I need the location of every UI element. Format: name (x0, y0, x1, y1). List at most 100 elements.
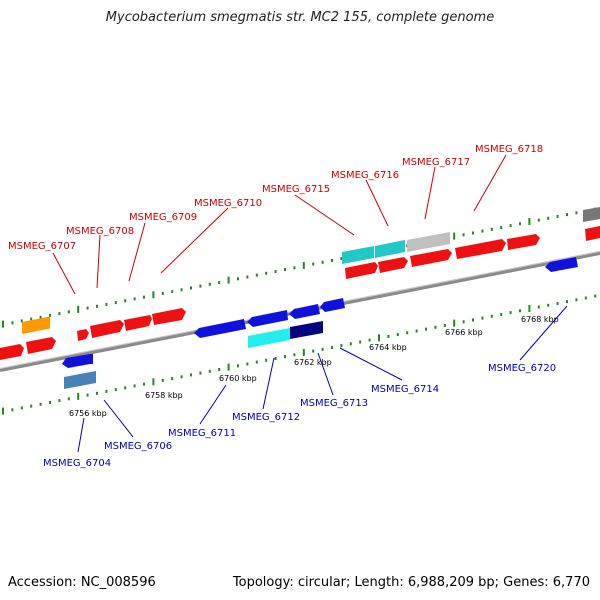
minor-tick (11, 408, 14, 412)
gene-box-cyan[interactable] (248, 328, 290, 348)
minor-tick (20, 406, 23, 410)
minor-tick (143, 382, 145, 386)
minor-tick (133, 384, 136, 388)
gene-arrow[interactable] (410, 249, 452, 267)
gene-arrow[interactable] (378, 257, 408, 273)
gene-label-msmeg-6720[interactable]: MSMEG_6720 (488, 363, 556, 374)
minor-tick (340, 257, 343, 261)
minor-tick (30, 404, 33, 408)
gene-label-msmeg-6708[interactable]: MSMEG_6708 (66, 226, 134, 237)
scale-label: 6764 kbp (369, 343, 407, 352)
gene-label-msmeg-6714[interactable]: MSMEG_6714 (371, 384, 439, 395)
minor-tick (199, 371, 202, 375)
minor-tick (396, 333, 399, 337)
minor-tick (208, 282, 211, 286)
minor-tick (11, 321, 14, 325)
minor-tick (500, 313, 503, 316)
forward-gene-labels (52, 154, 507, 295)
gene-label-msmeg-6718[interactable]: MSMEG_6718 (475, 144, 543, 155)
gene-label-msmeg-6711[interactable]: MSMEG_6711 (168, 428, 236, 439)
gene-arrow[interactable] (90, 320, 124, 338)
minor-tick (265, 358, 268, 362)
minor-tick (208, 369, 211, 373)
gene-label-msmeg-6707[interactable]: MSMEG_6707 (8, 241, 76, 252)
gene-arrow[interactable] (585, 226, 600, 241)
gene-arrow[interactable] (124, 315, 152, 331)
gene-arrow[interactable] (152, 308, 186, 325)
gene-label-msmeg-6716[interactable]: MSMEG_6716 (331, 170, 399, 181)
gene-arrow[interactable] (345, 262, 378, 279)
gene-box-cyan[interactable] (342, 246, 374, 264)
minor-tick (284, 355, 286, 359)
gene-arrow[interactable] (62, 354, 93, 368)
scale-label: 6760 kbp (219, 374, 257, 383)
minor-tick (67, 397, 70, 401)
gene-label-msmeg-6706[interactable]: MSMEG_6706 (104, 441, 172, 452)
minor-tick (293, 353, 296, 357)
gene-label-msmeg-6717[interactable]: MSMEG_6717 (402, 157, 470, 168)
gene-arrow[interactable] (545, 257, 578, 272)
gene-label-msmeg-6715[interactable]: MSMEG_6715 (262, 184, 330, 195)
gene-arrow[interactable] (507, 234, 540, 250)
reverse-features (62, 257, 578, 389)
major-tick (453, 319, 456, 327)
scale-label: 6762 kbp (294, 358, 332, 367)
gene-box-navy[interactable] (290, 321, 323, 339)
minor-tick (255, 360, 258, 364)
minor-tick (39, 402, 42, 406)
gene-arrow[interactable] (247, 310, 288, 327)
minor-tick (462, 233, 465, 237)
minor-tick (547, 303, 550, 307)
minor-tick (472, 231, 474, 235)
gene-arrow[interactable] (455, 239, 506, 259)
minor-tick (321, 347, 324, 351)
gene-label-msmeg-6710[interactable]: MSMEG_6710 (194, 198, 262, 209)
minor-tick (509, 311, 512, 315)
minor-tick (312, 349, 315, 353)
minor-tick (312, 262, 315, 266)
major-tick (227, 276, 230, 284)
minor-tick (58, 399, 61, 403)
minor-tick (293, 266, 296, 270)
gene-arrow[interactable] (0, 344, 24, 360)
minor-tick (114, 301, 117, 305)
minor-tick (124, 299, 127, 303)
major-tick (77, 392, 80, 400)
minor-tick (171, 377, 174, 381)
major-tick (227, 363, 230, 371)
gene-label-msmeg-6713[interactable]: MSMEG_6713 (300, 398, 368, 409)
gene-arrow[interactable] (194, 319, 246, 338)
minor-tick (20, 319, 23, 323)
minor-tick (218, 368, 221, 371)
minor-tick (368, 338, 371, 342)
major-tick (302, 262, 305, 269)
major-tick (152, 378, 155, 386)
minor-tick (556, 215, 559, 218)
minor-tick (274, 357, 277, 360)
minor-tick (490, 227, 493, 231)
minor-tick (86, 306, 89, 310)
minor-tick (143, 295, 145, 299)
gene-arrow[interactable] (289, 304, 320, 319)
gene-label-msmeg-6709[interactable]: MSMEG_6709 (129, 212, 197, 223)
gene-arrow[interactable] (320, 298, 345, 312)
minor-tick (180, 375, 183, 379)
gene-box-darkgrey[interactable] (583, 207, 600, 222)
minor-tick (566, 300, 568, 304)
gene-box-cyan[interactable] (375, 240, 405, 258)
minor-tick (406, 331, 409, 335)
genome-title: Mycobacterium smegmatis str. MC2 155, co… (105, 10, 495, 25)
gene-label-msmeg-6704[interactable]: MSMEG_6704 (43, 458, 111, 469)
minor-tick (340, 344, 343, 348)
gene-arrow[interactable] (77, 329, 89, 341)
gene-box[interactable] (64, 371, 96, 389)
minor-tick (575, 298, 578, 302)
minor-tick (49, 400, 51, 404)
minor-tick (190, 286, 192, 290)
gene-arrow[interactable] (26, 337, 56, 354)
minor-tick (246, 362, 249, 366)
gene-label-msmeg-6712[interactable]: MSMEG_6712 (232, 412, 300, 423)
gene-box[interactable] (22, 316, 50, 334)
gene-box-grey[interactable] (407, 232, 450, 252)
